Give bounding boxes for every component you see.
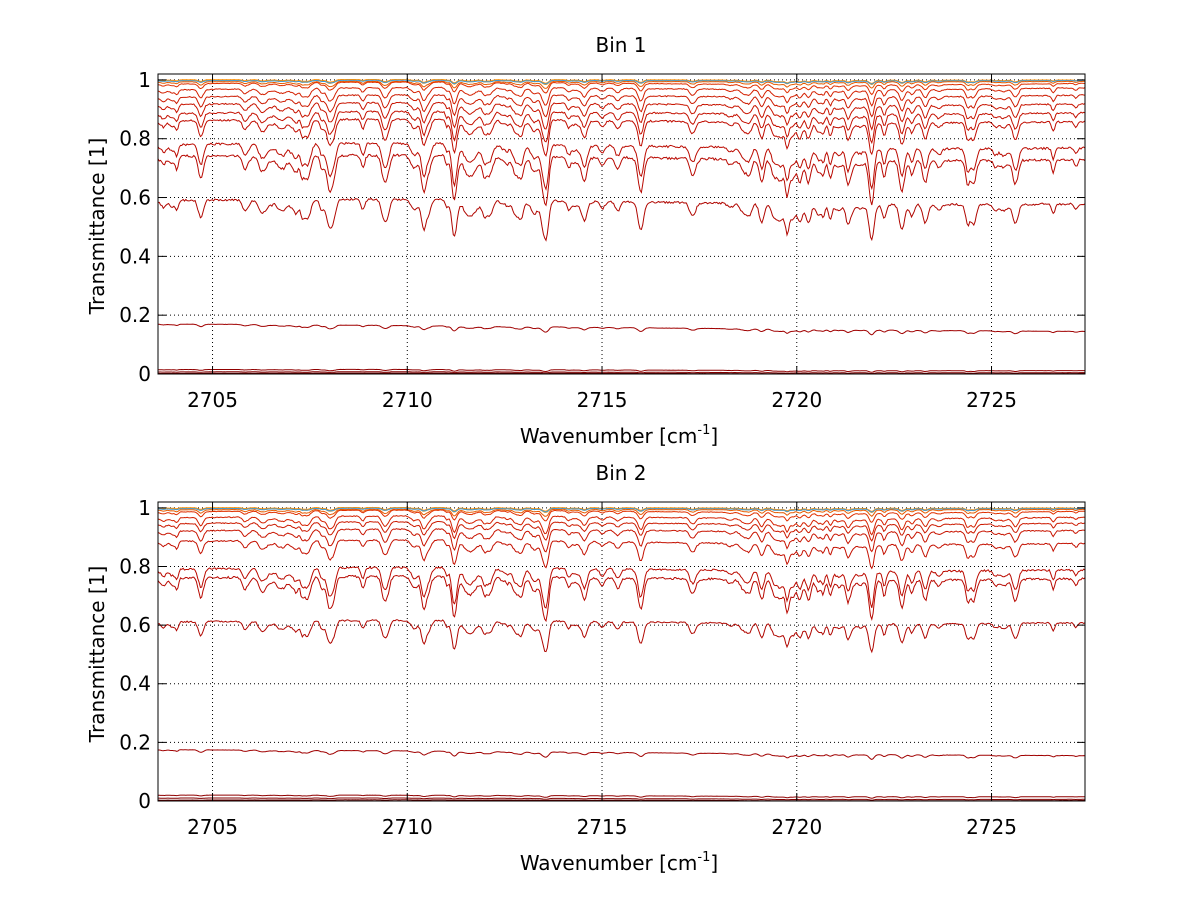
x-axis-label-main: Wavenumber [cm bbox=[520, 851, 698, 875]
axes-box bbox=[157, 73, 1086, 375]
x-axis-label-superscript: -1 bbox=[697, 423, 710, 438]
series-line bbox=[157, 520, 1086, 542]
x-tick-label: 2720 bbox=[771, 388, 822, 412]
series-line bbox=[158, 797, 1086, 801]
x-tick-label: 2725 bbox=[966, 388, 1017, 412]
y-axis-label: Transmittance [1] bbox=[85, 138, 109, 316]
ticks: 2705 2710 2715 2720 2725 0 0.2 0.4 0.6 0.8 1 bbox=[119, 68, 1085, 412]
series-line bbox=[157, 117, 1086, 157]
y-tick-label: 0.2 bbox=[119, 730, 151, 754]
grid bbox=[158, 502, 1085, 802]
y-tick-label: 0.8 bbox=[119, 127, 151, 151]
x-tick-label: 2705 bbox=[187, 815, 238, 839]
series-group bbox=[157, 78, 1086, 375]
series-line bbox=[158, 508, 1085, 517]
y-tick-label: 0.8 bbox=[119, 554, 151, 578]
series-line bbox=[157, 110, 1086, 145]
x-tick-label: 2705 bbox=[187, 388, 238, 412]
series-line bbox=[157, 153, 1086, 207]
series-line bbox=[158, 323, 1086, 336]
x-tick-label: 2715 bbox=[577, 815, 628, 839]
chart-panel-bin-2: Bin 2 Transmittance [1] Wavenumber [cm-1… bbox=[85, 461, 1086, 875]
series-line bbox=[157, 574, 1086, 623]
series-line bbox=[158, 507, 1085, 513]
y-tick-label: 1 bbox=[138, 496, 151, 520]
series-line bbox=[157, 80, 1086, 89]
y-tick-label: 0.4 bbox=[119, 244, 151, 268]
y-tick-label: 0 bbox=[138, 362, 151, 386]
series-line bbox=[158, 749, 1086, 760]
y-tick-label: 0 bbox=[138, 789, 151, 813]
series-line bbox=[157, 565, 1086, 609]
chart-title: Bin 1 bbox=[595, 33, 646, 57]
series-line bbox=[158, 794, 1085, 799]
x-tick-label: 2710 bbox=[382, 815, 433, 839]
series-line bbox=[157, 141, 1086, 191]
series-line bbox=[158, 197, 1086, 242]
x-tick-label: 2725 bbox=[966, 815, 1017, 839]
chart-title: Bin 2 bbox=[595, 461, 646, 485]
y-tick-label: 0.4 bbox=[119, 672, 151, 696]
series-line bbox=[158, 368, 1085, 373]
grid bbox=[158, 74, 1085, 375]
series-line bbox=[157, 81, 1086, 96]
series-line bbox=[157, 93, 1086, 118]
x-tick-label: 2720 bbox=[771, 815, 822, 839]
x-tick-label: 2715 bbox=[577, 388, 628, 412]
y-tick-label: 1 bbox=[138, 68, 151, 92]
x-axis-label-superscript: -1 bbox=[697, 850, 710, 865]
y-tick-label: 0.2 bbox=[119, 303, 151, 327]
series-group bbox=[157, 506, 1086, 802]
x-tick-label: 2710 bbox=[382, 388, 433, 412]
x-axis-label: Wavenumber [cm-1] bbox=[520, 423, 718, 448]
x-axis-label: Wavenumber [cm-1] bbox=[520, 850, 718, 875]
axes-box bbox=[157, 501, 1086, 802]
series-line bbox=[157, 619, 1086, 654]
x-axis-label-close: ] bbox=[710, 851, 718, 875]
series-line bbox=[157, 515, 1086, 536]
series-line bbox=[157, 509, 1086, 523]
x-axis-label-close: ] bbox=[710, 424, 718, 448]
ticks: 2705 2710 2715 2720 2725 0 0.2 0.4 0.6 0.8 1 bbox=[119, 496, 1085, 839]
series-line bbox=[157, 86, 1086, 107]
series-line bbox=[157, 539, 1086, 570]
series-line bbox=[158, 371, 1085, 374]
x-axis-label-main: Wavenumber [cm bbox=[520, 424, 698, 448]
series-line bbox=[157, 101, 1086, 131]
y-tick-label: 0.6 bbox=[119, 186, 151, 210]
chart-panel-bin-1: Bin 1 Transmittance [1] Wavenumber [cm-1… bbox=[85, 33, 1086, 448]
y-tick-label: 0.6 bbox=[119, 613, 151, 637]
series-line bbox=[157, 528, 1086, 553]
y-axis-label: Transmittance [1] bbox=[85, 566, 109, 744]
series-line bbox=[157, 79, 1085, 85]
